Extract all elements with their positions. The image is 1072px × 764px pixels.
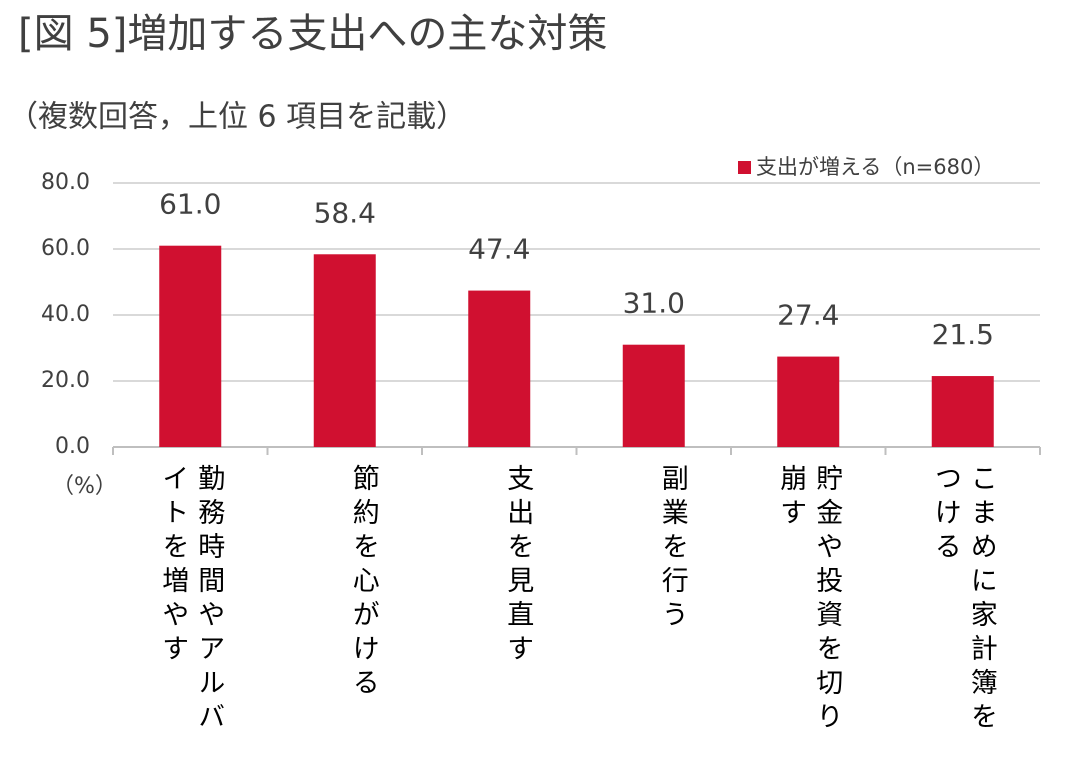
x-tick-label: こまめに家計簿をつける	[929, 464, 997, 736]
data-label: 21.5	[932, 318, 994, 351]
bar	[931, 376, 994, 447]
x-tick-label: 貯金や投資を切り崩す	[775, 464, 843, 736]
data-label: 47.4	[468, 233, 530, 266]
data-label: 58.4	[314, 196, 376, 229]
x-tick-label: 節約を心がける	[347, 464, 379, 702]
y-tick-label: 20.0	[41, 368, 90, 393]
bar	[777, 356, 840, 447]
bar	[468, 290, 531, 447]
chart-title: [図 5]増加する支出への主な対策	[18, 11, 607, 57]
data-label: 27.4	[777, 299, 839, 332]
legend-label: 支出が増える（n=680）	[756, 155, 994, 179]
x-tick-label: 副業を行う	[656, 464, 688, 634]
y-unit: （%）	[52, 474, 117, 499]
y-tick-label: 80.0	[41, 170, 90, 195]
bar	[313, 254, 376, 447]
chart-subtitle: （複数回答，上位 6 項目を記載）	[8, 100, 466, 135]
x-tick-label: 勤務時間やアルバイトを増やす	[157, 464, 225, 736]
bar	[159, 245, 222, 447]
y-tick-label: 60.0	[41, 236, 90, 261]
y-tick-label: 40.0	[41, 302, 90, 327]
bar	[622, 344, 685, 447]
y-tick-label: 0.0	[55, 434, 90, 459]
legend-swatch	[738, 161, 751, 174]
x-tick-label: 支出を見直す	[502, 464, 534, 668]
data-label: 31.0	[623, 287, 685, 320]
data-label: 61.0	[159, 188, 221, 221]
